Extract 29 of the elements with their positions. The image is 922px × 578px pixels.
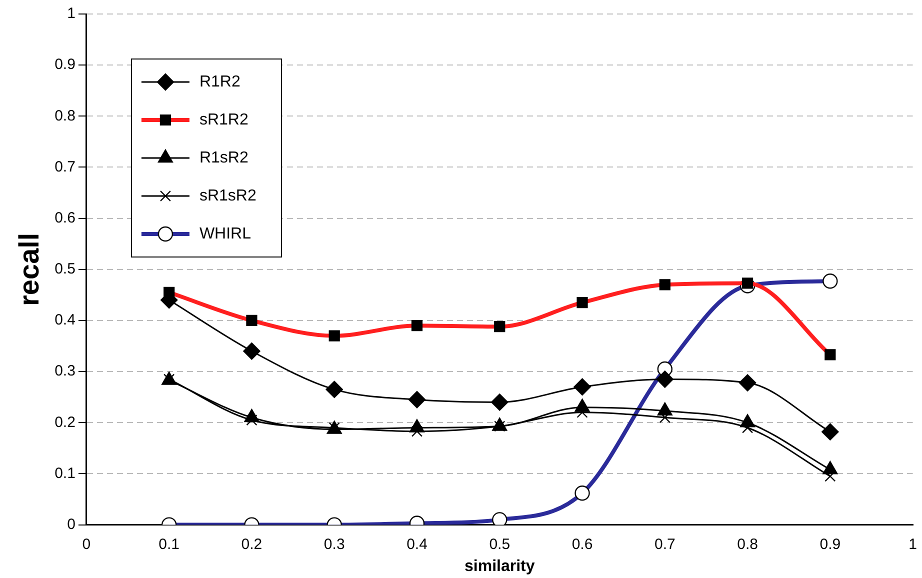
- y-tick-label: 0: [67, 516, 76, 533]
- x-axis-title: similarity: [464, 558, 535, 575]
- y-tick-label: 0.6: [54, 209, 76, 226]
- x-tick-label: 0.5: [489, 536, 510, 553]
- x-tick-label: 1: [908, 536, 917, 553]
- y-tick-label: 0.1: [54, 464, 76, 482]
- y-tick-label: 0.9: [54, 56, 76, 74]
- x-tick-label: 0: [82, 536, 91, 553]
- x-tick-label: 0.8: [737, 536, 758, 553]
- x-tick-label: 0.1: [158, 536, 180, 553]
- x-tick-label: 0.3: [324, 536, 345, 553]
- x-tick-label: 0.9: [820, 536, 841, 553]
- x-tick-label: 0.4: [406, 536, 428, 553]
- legend-label: sR1R2: [199, 111, 248, 128]
- y-tick-label: 0.4: [54, 312, 76, 329]
- legend-label: R1sR2: [199, 149, 248, 166]
- y-tick-label: 1: [67, 5, 76, 22]
- y-tick-label: 0.7: [54, 158, 76, 176]
- y-axis-title: recall: [14, 232, 45, 306]
- y-tick-label: 0.8: [54, 107, 76, 124]
- y-tick-label: 0.5: [54, 260, 76, 278]
- x-tick-label: 0.6: [572, 536, 593, 553]
- legend-label: WHIRL: [199, 225, 252, 242]
- legend-label: sR1sR2: [199, 187, 256, 204]
- legend-label: R1R2: [199, 73, 240, 90]
- x-tick-label: 0.7: [654, 536, 676, 553]
- y-tick-label: 0.3: [54, 362, 76, 380]
- x-tick-label: 0.2: [241, 536, 262, 553]
- y-tick-label: 0.2: [54, 414, 76, 431]
